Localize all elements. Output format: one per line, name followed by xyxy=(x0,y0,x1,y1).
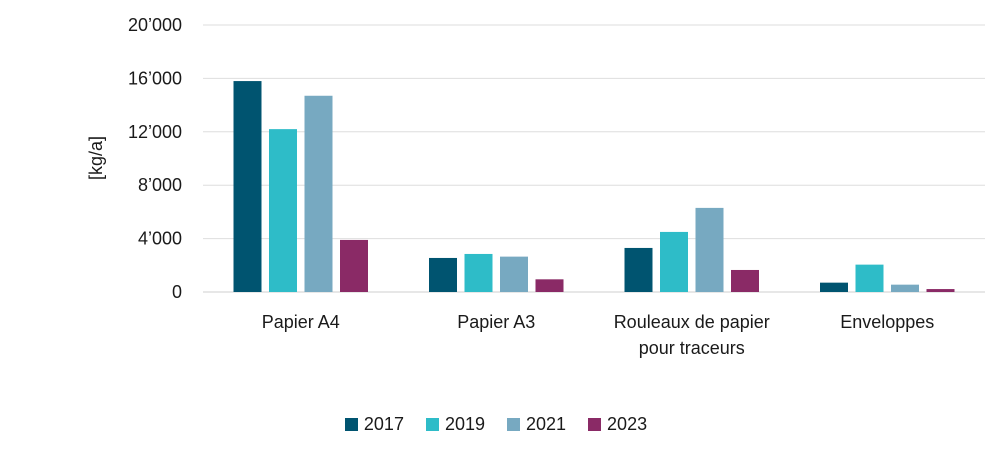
legend-label: 2021 xyxy=(526,414,567,434)
category-label: Rouleaux de papier xyxy=(614,312,770,332)
bar-2017 xyxy=(820,282,848,292)
y-tick-label: 8’000 xyxy=(138,175,182,195)
bar-2019 xyxy=(464,253,493,292)
bar-2023 xyxy=(535,279,564,292)
legend: 2017 2019 2021 2023 xyxy=(0,414,992,435)
bar-2019 xyxy=(269,129,297,292)
legend-swatch xyxy=(588,418,602,431)
bar-2021 xyxy=(304,95,333,292)
legend-swatch xyxy=(425,418,439,431)
bars xyxy=(233,81,955,292)
legend-swatch xyxy=(344,418,358,431)
legend-item: 2019 xyxy=(425,414,485,435)
y-tick-label: 12’000 xyxy=(128,122,182,142)
legend-item: 2021 xyxy=(507,414,566,435)
category-labels: Papier A4 Papier A3 Rouleaux de papier pour… xyxy=(262,312,935,358)
category-label: pour traceurs xyxy=(639,338,745,358)
category-label: Enveloppes xyxy=(840,312,934,332)
y-axis-ticks: 0 4’000 8’000 12’000 16’000 20’000 xyxy=(128,15,182,302)
bar-2019 xyxy=(660,231,688,292)
y-axis-title: [kg/a] xyxy=(86,136,106,180)
legend-item: 2017 xyxy=(344,414,404,435)
bar-chart: 0 4’000 8’000 12’000 16’000 20’000 [kg/a] Pap… xyxy=(86,15,985,358)
bar-2021 xyxy=(500,256,528,292)
y-tick-label: 0 xyxy=(172,282,182,302)
legend-item: 2023 xyxy=(588,414,647,435)
bar-2017 xyxy=(429,257,457,292)
legend-swatch xyxy=(507,418,520,431)
y-tick-label: 4’000 xyxy=(138,229,182,249)
bar-2021 xyxy=(891,284,919,292)
bar-2023 xyxy=(926,289,955,292)
category-label: Papier A4 xyxy=(262,312,340,332)
legend-label: 2023 xyxy=(607,414,648,434)
bar-2017 xyxy=(233,81,262,292)
legend-label: 2017 xyxy=(363,414,404,434)
bar-2021 xyxy=(695,207,724,292)
gridlines xyxy=(203,24,985,293)
bar-2019 xyxy=(855,264,884,292)
bar-2017 xyxy=(624,247,653,292)
legend-label: 2019 xyxy=(444,414,485,434)
y-tick-label: 20’000 xyxy=(128,15,182,35)
y-tick-label: 16’000 xyxy=(128,68,182,88)
bar-2023 xyxy=(731,269,759,292)
bar-2023 xyxy=(340,239,368,292)
category-label: Papier A3 xyxy=(457,312,535,332)
